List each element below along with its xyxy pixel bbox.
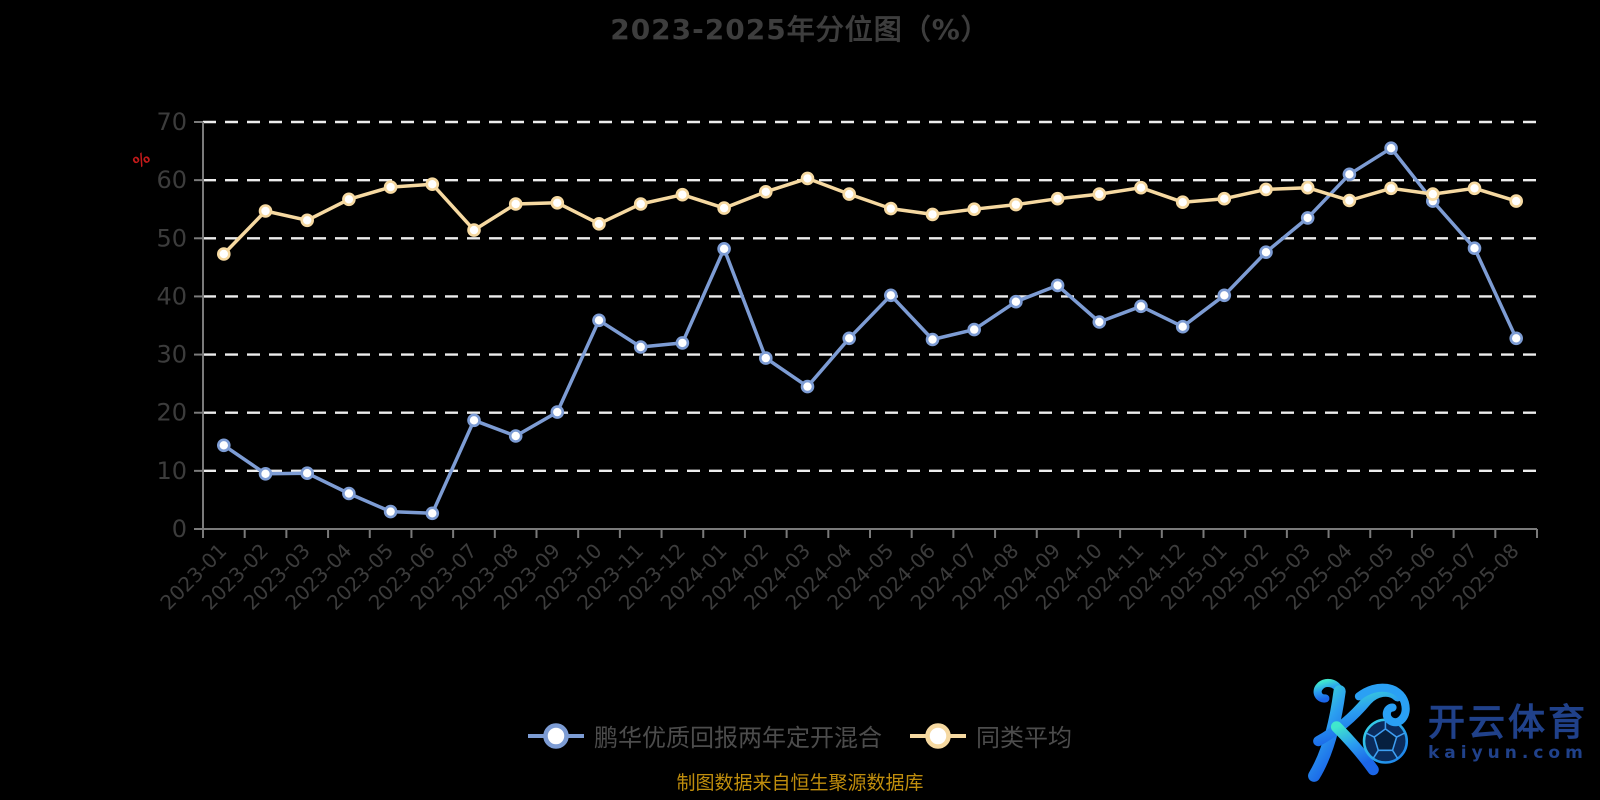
data-point-marker[interactable]	[1300, 211, 1315, 225]
data-point-marker[interactable]	[967, 322, 982, 337]
data-point-marker[interactable]	[925, 207, 940, 222]
series-line-1	[222, 176, 1518, 256]
data-point-marker[interactable]	[1009, 197, 1023, 212]
legend-label-category-average: 同类平均	[976, 724, 1072, 752]
y-axis-tick-label: 40	[156, 282, 187, 310]
y-axis-unit-label: %	[129, 148, 153, 173]
data-point-marker[interactable]	[842, 187, 857, 201]
data-point-marker[interactable]	[758, 351, 773, 365]
y-axis-tick-label: 70	[156, 108, 187, 136]
data-point-marker[interactable]	[258, 466, 273, 481]
watermark-domain-text: kaiyun.com	[1428, 743, 1588, 763]
y-axis-tick-label: 50	[156, 224, 187, 252]
data-point-marker[interactable]	[342, 192, 356, 207]
data-point-marker[interactable]	[592, 313, 606, 328]
data-point-marker[interactable]	[925, 332, 940, 347]
data-point-marker[interactable]	[1259, 182, 1273, 197]
data-point-marker[interactable]	[1259, 245, 1273, 259]
data-point-marker[interactable]	[1509, 331, 1523, 346]
data-point-marker[interactable]	[1009, 294, 1023, 309]
data-point-marker[interactable]	[508, 429, 523, 443]
data-point-marker[interactable]	[1092, 315, 1107, 329]
data-point-marker[interactable]	[1509, 194, 1523, 208]
data-point-marker[interactable]	[425, 506, 440, 521]
data-point-marker[interactable]	[467, 223, 481, 237]
data-point-marker[interactable]	[1175, 319, 1190, 334]
kaiyun-watermark: 开云体育 kaiyun.com	[1306, 676, 1588, 790]
line-chart-canvas[interactable]: 010203040506070%2023-012023-022023-03202…	[0, 0, 1600, 665]
legend-item-fund[interactable]: 鹏华优质回报两年定开混合	[528, 718, 882, 753]
data-point-marker[interactable]	[1426, 187, 1440, 201]
watermark-brand-text: 开云体育	[1428, 701, 1588, 744]
data-point-marker[interactable]	[758, 185, 773, 199]
data-point-marker[interactable]	[1217, 288, 1232, 303]
data-point-marker[interactable]	[1342, 167, 1357, 182]
data-point-marker[interactable]	[717, 242, 731, 256]
series-line-0	[222, 146, 1518, 516]
data-point-marker[interactable]	[592, 217, 606, 231]
data-point-marker[interactable]	[300, 466, 315, 481]
data-source-note: 制图数据来自恒生聚源数据库	[676, 772, 924, 794]
data-point-marker[interactable]	[800, 379, 815, 394]
data-point-marker[interactable]	[967, 202, 982, 216]
data-point-marker[interactable]	[633, 340, 648, 354]
data-point-marker[interactable]	[633, 197, 648, 211]
average-series-legend-marker-icon	[910, 722, 966, 749]
y-axis-tick-label: 60	[156, 166, 187, 194]
data-point-marker[interactable]	[1384, 181, 1398, 196]
data-point-marker[interactable]	[550, 196, 565, 210]
data-point-marker[interactable]	[550, 405, 565, 419]
kaiyun-logo-icon	[1308, 678, 1410, 782]
y-axis-tick-label: 0	[172, 515, 187, 543]
data-point-marker[interactable]	[1300, 180, 1315, 195]
data-point-marker[interactable]	[508, 197, 523, 211]
data-point-marker[interactable]	[342, 486, 356, 501]
data-point-marker[interactable]	[217, 247, 231, 261]
data-point-marker[interactable]	[1384, 141, 1398, 155]
data-point-marker[interactable]	[883, 201, 898, 216]
data-point-marker[interactable]	[675, 187, 690, 202]
data-point-marker[interactable]	[1342, 193, 1357, 208]
legend-item-category-average[interactable]: 同类平均	[910, 718, 1072, 753]
data-point-marker[interactable]	[217, 438, 231, 453]
data-point-marker[interactable]	[300, 213, 315, 228]
data-point-marker[interactable]	[1217, 191, 1232, 206]
data-point-marker[interactable]	[258, 204, 273, 218]
data-point-marker[interactable]	[675, 336, 690, 350]
y-axis-tick-label: 20	[156, 399, 187, 427]
y-axis-tick-label: 10	[156, 457, 187, 485]
data-point-marker[interactable]	[1467, 241, 1482, 255]
data-point-marker[interactable]	[1050, 191, 1065, 206]
data-point-marker[interactable]	[467, 413, 481, 428]
y-axis-tick-label: 30	[156, 341, 187, 369]
fund-series-legend-marker-icon	[528, 722, 584, 749]
data-point-marker[interactable]	[1134, 299, 1148, 314]
data-point-marker[interactable]	[883, 288, 898, 303]
data-point-marker[interactable]	[1134, 180, 1148, 195]
data-point-marker[interactable]	[425, 177, 440, 191]
data-point-marker[interactable]	[1467, 181, 1482, 196]
data-point-marker[interactable]	[1092, 187, 1107, 201]
chart-legend: 鹏华优质回报两年定开混合 同类平均	[0, 718, 1600, 753]
data-point-marker[interactable]	[1050, 278, 1065, 293]
data-point-marker[interactable]	[717, 201, 731, 215]
data-point-marker[interactable]	[800, 171, 815, 186]
data-point-marker[interactable]	[842, 331, 857, 346]
data-point-marker[interactable]	[383, 180, 398, 194]
data-point-marker[interactable]	[383, 504, 398, 519]
data-point-marker[interactable]	[1175, 195, 1190, 209]
chart-title: 2023-2025年分位图（%）	[610, 13, 990, 46]
legend-label-fund: 鹏华优质回报两年定开混合	[594, 724, 882, 752]
